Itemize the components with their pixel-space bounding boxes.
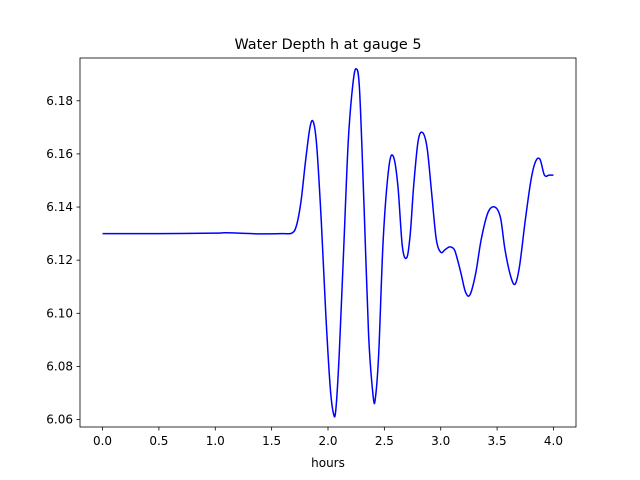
- y-tick-label: 6.10: [46, 306, 73, 320]
- y-tick-label: 6.12: [46, 253, 73, 267]
- chart-title: Water Depth h at gauge 5: [234, 37, 421, 53]
- x-tick-label: 2.0: [318, 434, 337, 448]
- x-axis-ticks: 0.0 0.5 1.0 1.5 2.0 2.5 3.0 3.5 4.0: [93, 427, 563, 448]
- x-tick-label: 3.5: [488, 434, 507, 448]
- x-tick-label: 3.0: [431, 434, 450, 448]
- series-layer: [102, 68, 554, 418]
- y-axis-ticks: 6.06 6.08 6.10 6.12 6.14 6.16 6.18: [46, 94, 80, 427]
- plot-area: 0.0 0.5 1.0 1.5 2.0 2.5 3.0 3.5 4.0 6.06 6.08 6.10…: [46, 57, 577, 448]
- x-tick-label: 1.5: [262, 434, 281, 448]
- y-tick-label: 6.18: [46, 94, 73, 108]
- x-tick-label: 2.5: [375, 434, 394, 448]
- y-tick-label: 6.16: [46, 147, 73, 161]
- x-tick-label: 0.0: [93, 434, 112, 448]
- x-tick-label: 0.5: [149, 434, 168, 448]
- series-line: [102, 68, 554, 418]
- x-tick-label: 4.0: [544, 434, 563, 448]
- x-tick-label: 1.0: [206, 434, 225, 448]
- y-tick-label: 6.08: [46, 359, 73, 373]
- y-tick-label: 6.06: [46, 413, 73, 427]
- x-axis-label: hours: [311, 456, 345, 470]
- y-tick-label: 6.14: [46, 200, 73, 214]
- plot-frame: [79, 57, 577, 428]
